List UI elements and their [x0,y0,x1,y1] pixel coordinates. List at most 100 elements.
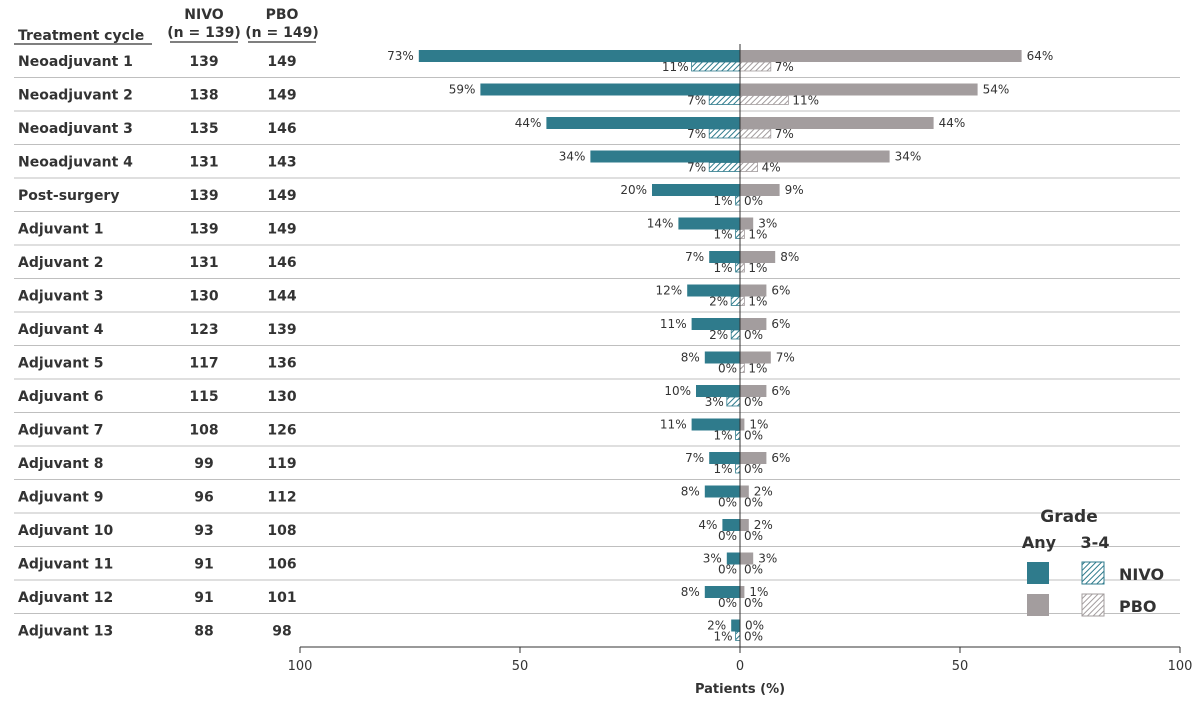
label-pbo-any: 8% [780,250,799,264]
bar-nivo-any [480,83,740,96]
label-nivo-grade34: 2% [709,328,728,342]
row-label: Adjuvant 2 [18,255,103,271]
label-pbo-grade34: 0% [744,563,763,577]
label-nivo-grade34: 11% [662,60,689,74]
bar-pbo-any [740,452,767,464]
row-label: Adjuvant 5 [18,355,103,371]
bar-nivo-any [678,217,740,230]
bar-pbo-any [740,184,780,196]
x-tick-label: 100 [1168,659,1193,674]
label-nivo-any: 44% [515,116,542,130]
label-nivo-grade34: 0% [718,563,737,577]
bar-nivo-any [709,452,740,464]
bar-pbo-any [740,150,890,163]
label-nivo-grade34: 7% [687,94,706,108]
nivo-n-value: 88 [194,623,213,639]
label-pbo-any: 2% [754,518,773,532]
label-pbo-any: 3% [758,217,777,231]
label-pbo-grade34: 0% [744,395,763,409]
row-label: Adjuvant 13 [18,623,113,639]
pbo-n-value: 139 [267,322,296,338]
pbo-n-value: 149 [267,221,296,237]
nivo-n-value: 96 [194,489,213,505]
label-pbo-any: 1% [749,585,768,599]
bar-nivo-any [687,284,740,297]
legend-grade34-label: 3-4 [1081,533,1110,552]
label-nivo-any: 8% [681,351,700,365]
label-nivo-grade34: 2% [709,295,728,309]
pbo-n-value: 98 [272,623,291,639]
label-pbo-grade34: 1% [748,228,767,242]
pbo-n-value: 112 [267,489,296,505]
bar-pbo-any [740,50,1022,62]
x-tick-label: 50 [952,659,969,674]
bar-nivo-grade34 [730,329,741,340]
label-nivo-any: 7% [685,250,704,264]
label-nivo-grade34: 1% [714,429,733,443]
pbo-n-value: 149 [267,87,296,103]
bar-nivo-grade34 [708,162,741,172]
bar-nivo-any [691,418,740,431]
bar-pbo-grade34 [739,128,772,139]
x-tick-label: 0 [736,659,744,674]
row-label: Adjuvant 6 [18,389,103,405]
bars [418,50,1022,641]
bar-pbo-grade34 [739,162,759,172]
label-pbo-any: 6% [771,384,790,398]
nivo-header-line2: (n = 139) [167,25,240,41]
nivo-n-value: 123 [189,322,218,338]
legend-any-label: Any [1022,533,1057,552]
bar-nivo-any [722,519,740,531]
bar-pbo-any [740,351,771,364]
pbo-n-value: 106 [267,556,296,572]
bar-nivo-grade34 [735,229,741,239]
nivo-n-value: 131 [189,255,218,271]
legend-nivo-label: NIVO [1119,565,1164,584]
row-label: Neoadjuvant 4 [18,154,133,170]
pbo-header-line1: PBO [266,7,299,23]
x-axis-label: Patients (%) [695,682,785,697]
bar-nivo-grade34 [691,61,741,72]
row-label: Adjuvant 3 [18,288,103,304]
label-pbo-grade34: 0% [744,429,763,443]
nivo-n-value: 139 [189,54,218,70]
label-pbo-any: 7% [776,351,795,365]
label-pbo-any: 44% [939,116,966,130]
bar-pbo-grade34 [739,262,745,273]
label-pbo-any: 54% [983,83,1010,97]
label-pbo-any: 1% [749,418,768,432]
label-nivo-grade34: 7% [687,127,706,141]
label-pbo-any: 0% [745,619,764,633]
label-nivo-grade34: 1% [714,462,733,476]
bar-nivo-grade34 [726,396,741,407]
legend-pbo-any-swatch [1027,594,1049,616]
bar-pbo-grade34 [739,95,789,105]
bar-nivo-any [696,385,740,397]
label-pbo-grade34: 11% [792,94,819,108]
label-nivo-grade34: 0% [718,496,737,510]
bar-pbo-any [740,117,934,129]
label-pbo-any: 64% [1027,49,1054,63]
bar-nivo-any [731,619,740,632]
bar-labels: 73% 11% 64% 7% 59% 7% 54% 11% 44% 7% 44% 7% 34% 7% 34%… [387,49,1053,644]
label-nivo-any: 20% [620,183,647,197]
nivo-n-value: 139 [189,221,218,237]
label-pbo-any: 6% [771,317,790,331]
bar-nivo-grade34 [708,95,741,105]
bar-pbo-any [740,552,754,565]
bar-pbo-any [740,217,754,230]
bar-nivo-grade34 [708,128,741,139]
bar-pbo-any [740,485,749,498]
bar-nivo-any [546,117,740,129]
nivo-n-value: 108 [189,422,218,438]
label-nivo-any: 4% [698,518,717,532]
label-pbo-grade34: 0% [744,630,763,644]
label-nivo-any: 7% [685,451,704,465]
label-pbo-grade34: 7% [775,127,794,141]
label-nivo-grade34: 1% [714,228,733,242]
pbo-n-value: 130 [267,389,296,405]
label-nivo-any: 59% [449,83,476,97]
row-label: Post-surgery [18,188,119,204]
row-label: Adjuvant 4 [18,322,104,338]
